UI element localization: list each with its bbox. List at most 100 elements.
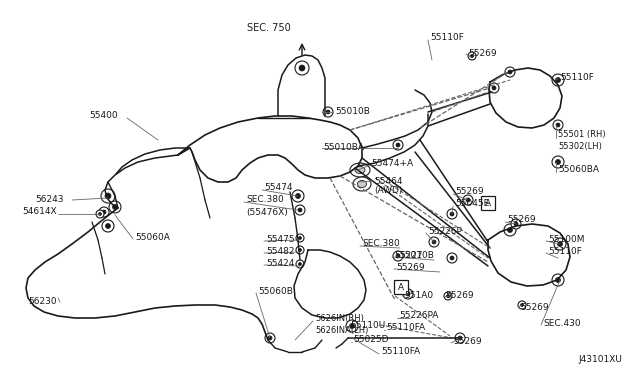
- Circle shape: [511, 219, 521, 229]
- Circle shape: [556, 77, 561, 83]
- Circle shape: [292, 190, 304, 202]
- Circle shape: [298, 208, 302, 212]
- Text: 55010BA: 55010BA: [323, 144, 364, 153]
- Text: 55475: 55475: [266, 234, 294, 244]
- Circle shape: [556, 123, 560, 127]
- Circle shape: [554, 238, 566, 250]
- Circle shape: [393, 140, 403, 150]
- Circle shape: [505, 67, 515, 77]
- Circle shape: [265, 333, 275, 343]
- Circle shape: [113, 205, 118, 209]
- Text: 55110FA: 55110FA: [381, 347, 420, 356]
- Text: 55474: 55474: [264, 183, 292, 192]
- Text: 55501 (RH): 55501 (RH): [558, 131, 605, 140]
- Text: SEC.380: SEC.380: [362, 240, 400, 248]
- Circle shape: [520, 304, 524, 307]
- Text: 56243: 56243: [35, 195, 63, 203]
- Circle shape: [492, 86, 496, 90]
- Text: 55400: 55400: [90, 110, 118, 119]
- Ellipse shape: [358, 180, 367, 187]
- Circle shape: [450, 212, 454, 216]
- Circle shape: [450, 256, 454, 260]
- Text: 55060A: 55060A: [135, 232, 170, 241]
- Circle shape: [105, 193, 111, 199]
- Circle shape: [298, 248, 301, 251]
- Text: 55110FA: 55110FA: [386, 324, 425, 333]
- Circle shape: [396, 254, 400, 258]
- Circle shape: [458, 336, 462, 340]
- Text: 55045E: 55045E: [455, 199, 489, 208]
- Text: 551A0: 551A0: [404, 292, 433, 301]
- Text: SEC.430: SEC.430: [543, 318, 580, 327]
- Text: 55227: 55227: [394, 250, 422, 260]
- Circle shape: [508, 70, 512, 74]
- Circle shape: [463, 195, 473, 205]
- Text: 55226P: 55226P: [428, 227, 462, 235]
- Circle shape: [455, 333, 465, 343]
- Circle shape: [556, 278, 561, 282]
- Circle shape: [326, 110, 330, 114]
- Text: (AWD): (AWD): [374, 186, 403, 196]
- Text: 55010B: 55010B: [399, 251, 434, 260]
- Circle shape: [99, 212, 102, 215]
- Ellipse shape: [350, 163, 370, 177]
- Circle shape: [323, 107, 333, 117]
- Circle shape: [557, 241, 563, 247]
- Circle shape: [556, 160, 561, 164]
- Circle shape: [518, 301, 526, 309]
- Circle shape: [393, 251, 403, 261]
- Circle shape: [296, 246, 304, 254]
- Text: 55482: 55482: [266, 247, 294, 256]
- Text: 55302(LH): 55302(LH): [558, 142, 602, 151]
- Circle shape: [466, 198, 470, 202]
- Circle shape: [296, 193, 301, 199]
- Text: 55269: 55269: [445, 292, 474, 301]
- Circle shape: [514, 222, 518, 226]
- Text: 55464: 55464: [374, 176, 403, 186]
- Text: 55424: 55424: [266, 259, 294, 267]
- Circle shape: [489, 83, 499, 93]
- Text: 55025D: 55025D: [353, 336, 388, 344]
- Circle shape: [447, 295, 449, 298]
- Text: SEC. 750: SEC. 750: [247, 23, 291, 33]
- Text: 55269: 55269: [520, 302, 548, 311]
- Circle shape: [299, 65, 305, 71]
- Circle shape: [99, 207, 109, 217]
- Circle shape: [444, 292, 452, 300]
- Circle shape: [102, 220, 114, 232]
- Circle shape: [403, 289, 413, 299]
- Text: 5626IN(RH): 5626IN(RH): [315, 314, 364, 324]
- Text: 55010B: 55010B: [335, 108, 370, 116]
- Text: J43101XU: J43101XU: [578, 356, 622, 365]
- Circle shape: [552, 74, 564, 86]
- Text: 55110F: 55110F: [560, 73, 594, 81]
- Text: SEC.380: SEC.380: [246, 196, 284, 205]
- Circle shape: [101, 189, 115, 203]
- Circle shape: [553, 120, 563, 130]
- Text: 54614X: 54614X: [22, 208, 56, 217]
- Circle shape: [296, 234, 304, 242]
- Ellipse shape: [353, 177, 371, 191]
- Text: 55269: 55269: [455, 187, 484, 196]
- Circle shape: [468, 52, 476, 60]
- Circle shape: [298, 263, 301, 266]
- Circle shape: [396, 143, 400, 147]
- Text: 55110U: 55110U: [350, 321, 385, 330]
- Text: 5626INA(LH): 5626INA(LH): [315, 327, 369, 336]
- Text: (55476X): (55476X): [246, 208, 288, 217]
- Circle shape: [268, 336, 272, 340]
- Text: 55269: 55269: [507, 215, 536, 224]
- Bar: [394, 280, 408, 294]
- Text: 56230: 56230: [28, 298, 56, 307]
- Bar: [481, 196, 495, 210]
- Circle shape: [432, 240, 436, 244]
- Circle shape: [96, 210, 104, 218]
- Text: 55226PA: 55226PA: [399, 311, 438, 321]
- Circle shape: [102, 210, 106, 214]
- Circle shape: [346, 320, 358, 332]
- Text: 55110F: 55110F: [548, 247, 582, 256]
- Text: 55269: 55269: [453, 337, 482, 346]
- Circle shape: [106, 224, 111, 228]
- Circle shape: [295, 205, 305, 215]
- Text: 55269: 55269: [468, 48, 497, 58]
